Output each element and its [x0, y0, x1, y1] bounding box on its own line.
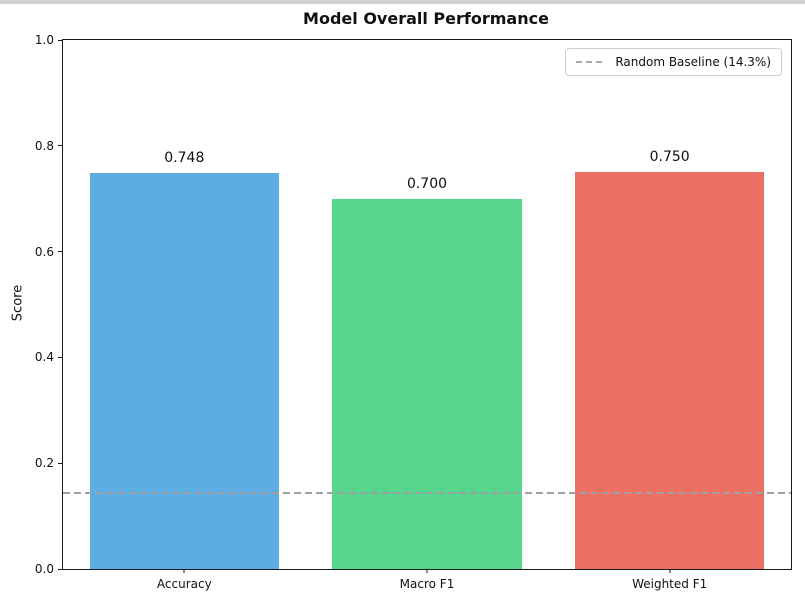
bar-macro-f1 — [332, 198, 522, 569]
legend: Random Baseline (14.3%) — [565, 48, 782, 76]
bar-value-label: 0.700 — [406, 175, 448, 192]
y-axis-tick — [58, 568, 62, 570]
plot-area: Random Baseline (14.3%) 0.748 Accuracy 0.7… — [35, 33, 792, 591]
baseline-line — [63, 492, 791, 495]
y-tick-label: 0.0 — [34, 562, 54, 576]
x-tick-label: Macro F1 — [399, 577, 455, 591]
x-tick-label: Accuracy — [156, 577, 212, 591]
chart-title: Model Overall Performance — [303, 9, 549, 28]
legend-dashed-line-sample — [576, 61, 607, 63]
bar-weighted-f1 — [575, 172, 765, 569]
window-top-edge — [0, 0, 805, 4]
y-tick-label: 0.2 — [34, 456, 54, 471]
y-axis-tick — [58, 145, 62, 147]
y-axis-tick — [58, 356, 62, 358]
x-axis-tick — [669, 569, 671, 573]
legend-label: Random Baseline (14.3%) — [615, 55, 771, 69]
bar-value-label: 0.748 — [164, 150, 205, 167]
y-tick-label: 0.4 — [34, 350, 54, 365]
y-tick-label: 0.8 — [34, 138, 54, 153]
y-tick-label: 0.6 — [34, 244, 54, 259]
y-tick-label: 1.0 — [34, 33, 54, 47]
y-axis-tick — [58, 39, 62, 41]
x-tick-label: Weighted F1 — [632, 577, 708, 591]
y-axis-label: Score — [10, 284, 26, 322]
x-axis-tick — [183, 569, 185, 573]
y-axis-tick — [58, 462, 62, 464]
bar-accuracy — [89, 173, 279, 569]
bar-value-label: 0.750 — [649, 149, 690, 166]
x-axis-tick — [426, 569, 428, 573]
y-axis-tick — [58, 251, 62, 253]
